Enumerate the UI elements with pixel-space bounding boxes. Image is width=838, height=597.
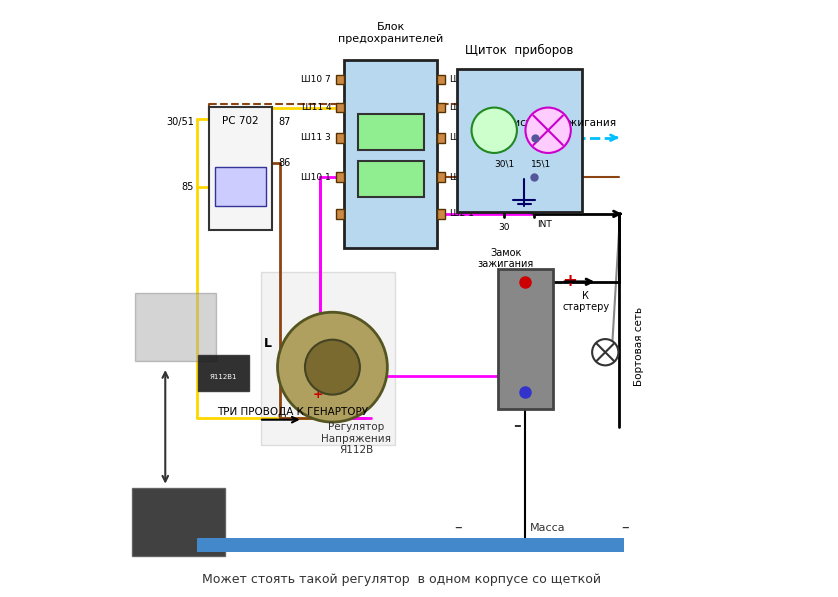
Text: 85: 85 (182, 182, 194, 192)
Bar (336, 133, 344, 143)
Text: Ш10 7: Ш10 7 (302, 75, 331, 84)
Bar (261, 272, 396, 445)
Text: 30/51: 30/51 (166, 118, 194, 127)
Text: К
стартеру: К стартеру (562, 291, 609, 312)
Text: Ш10 1: Ш10 1 (302, 173, 331, 181)
Text: 87: 87 (279, 118, 291, 127)
Text: Я112В1: Я112В1 (210, 374, 237, 380)
Circle shape (305, 340, 360, 395)
Text: L: L (263, 337, 272, 350)
Text: РС 702: РС 702 (222, 116, 258, 125)
Text: Блок
предохранителей: Блок предохранителей (338, 22, 443, 44)
Bar (336, 103, 344, 112)
Bar (437, 209, 445, 219)
Circle shape (277, 312, 387, 422)
Text: +: + (561, 272, 577, 290)
Bar (437, 75, 445, 84)
Text: 86: 86 (279, 158, 291, 168)
Bar (215, 167, 266, 206)
Text: Регулятор
Напряжения
Я112В: Регулятор Напряжения Я112В (321, 422, 391, 456)
Text: V: V (489, 123, 500, 138)
Text: +: + (313, 387, 323, 401)
Text: ТРИ ПРОВОДА К ГЕНАРТОРУ: ТРИ ПРОВОДА К ГЕНАРТОРУ (217, 407, 369, 417)
Text: К системе зажигания: К системе зажигания (497, 118, 616, 128)
Text: –: – (621, 520, 628, 536)
Circle shape (472, 107, 517, 153)
Text: Ш2 1: Ш2 1 (450, 210, 474, 219)
Text: Щиток  приборов: Щиток приборов (465, 44, 573, 57)
Bar (336, 173, 344, 182)
Bar (437, 103, 445, 112)
Text: 15\1: 15\1 (531, 159, 551, 168)
Text: 30\1: 30\1 (494, 159, 515, 168)
Bar (358, 114, 424, 150)
Text: Замок
зажигания: Замок зажигания (478, 248, 534, 269)
Text: 30: 30 (499, 223, 510, 232)
Text: Ш1 4: Ш1 4 (450, 173, 474, 181)
Text: Ш4 1: Ш4 1 (450, 103, 474, 112)
Text: Масса: Масса (530, 523, 565, 533)
Text: Ш1 5: Ш1 5 (450, 133, 474, 142)
Text: Бортовая сеть: Бортовая сеть (634, 307, 644, 386)
Text: –: – (454, 520, 462, 536)
Bar (132, 488, 225, 556)
Bar (437, 173, 445, 182)
Text: –: – (513, 418, 521, 433)
Text: Может стоять такой регулятор  в одном корпусе со щеткой: Может стоять такой регулятор в одном кор… (202, 573, 601, 586)
Text: INT: INT (537, 220, 551, 229)
Text: 10: 10 (384, 174, 398, 184)
Circle shape (525, 107, 571, 153)
Bar (498, 269, 553, 409)
Text: Ш11 4: Ш11 4 (302, 103, 331, 112)
Text: Ш11 3: Ш11 3 (302, 133, 331, 142)
Bar (336, 209, 344, 219)
Bar (197, 538, 623, 552)
Bar (209, 107, 272, 230)
Text: Ш5 3: Ш5 3 (450, 75, 474, 84)
Bar (136, 293, 216, 361)
Bar (344, 60, 437, 248)
Circle shape (592, 339, 618, 365)
Bar (198, 355, 249, 391)
Text: 9: 9 (387, 127, 394, 137)
Bar (457, 69, 582, 212)
Bar (336, 75, 344, 84)
Bar (358, 161, 424, 197)
Bar (437, 133, 445, 143)
